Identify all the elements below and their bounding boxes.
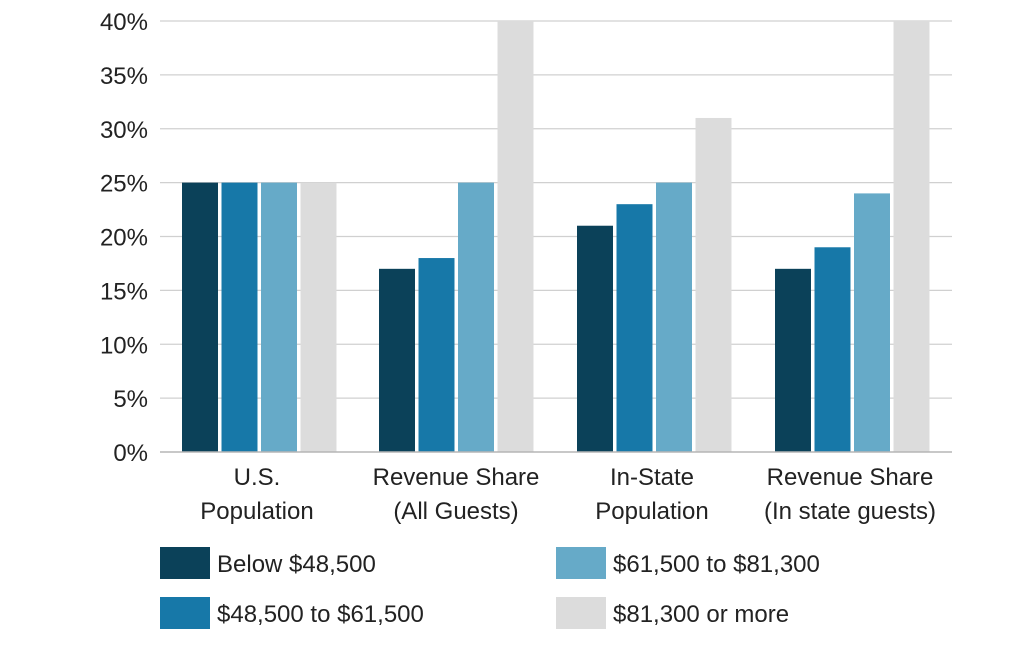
legend-label: $61,500 to $81,300 [613,551,820,578]
bar [261,182,297,452]
legend-swatch [556,597,606,629]
x-category-label: Revenue Share [767,464,934,491]
y-tick-label: 35% [100,63,148,90]
bar [616,204,653,452]
legend-swatch [160,547,210,579]
legend: Below $48,500 $48,500 to $61,500 $61,500 t… [160,547,820,629]
bar [300,182,337,452]
legend-swatch [160,597,210,629]
y-tick-label: 10% [100,332,148,359]
bar [577,225,613,452]
bar [418,258,455,452]
bar [221,182,258,452]
bar [893,21,930,452]
legend-label: $48,500 to $61,500 [217,601,424,628]
bar [854,193,890,452]
y-tick-label: 40% [100,9,148,36]
bar [379,268,415,452]
x-category-label: Revenue Share [373,464,540,491]
y-tick-label: 5% [113,386,148,413]
y-tick-label: 20% [100,225,148,252]
x-category-label: (In state guests) [764,498,936,525]
bars [182,21,930,452]
bar [182,182,218,452]
bar [814,247,851,452]
x-category-label: In-State [610,464,694,491]
y-tick-label: 30% [100,117,148,144]
legend-label: $81,300 or more [613,601,789,628]
x-category-label: U.S. [234,464,281,491]
bar [497,21,534,452]
x-category-label: (All Guests) [393,498,518,525]
y-axis-ticks: 0% 5% 10% 15% 20% 25% 30% 35% 40% [100,9,148,467]
y-tick-label: 0% [113,440,148,467]
bar [656,182,692,452]
bar [458,182,494,452]
legend-label: Below $48,500 [217,551,376,578]
bar [775,268,811,452]
x-category-label: Population [595,498,708,525]
y-tick-label: 15% [100,278,148,305]
legend-swatch [556,547,606,579]
bar [695,117,732,452]
x-category-label: Population [200,498,313,525]
y-tick-label: 25% [100,171,148,198]
x-axis-category-labels: U.S. Population Revenue Share (All Guests) I… [200,464,936,525]
